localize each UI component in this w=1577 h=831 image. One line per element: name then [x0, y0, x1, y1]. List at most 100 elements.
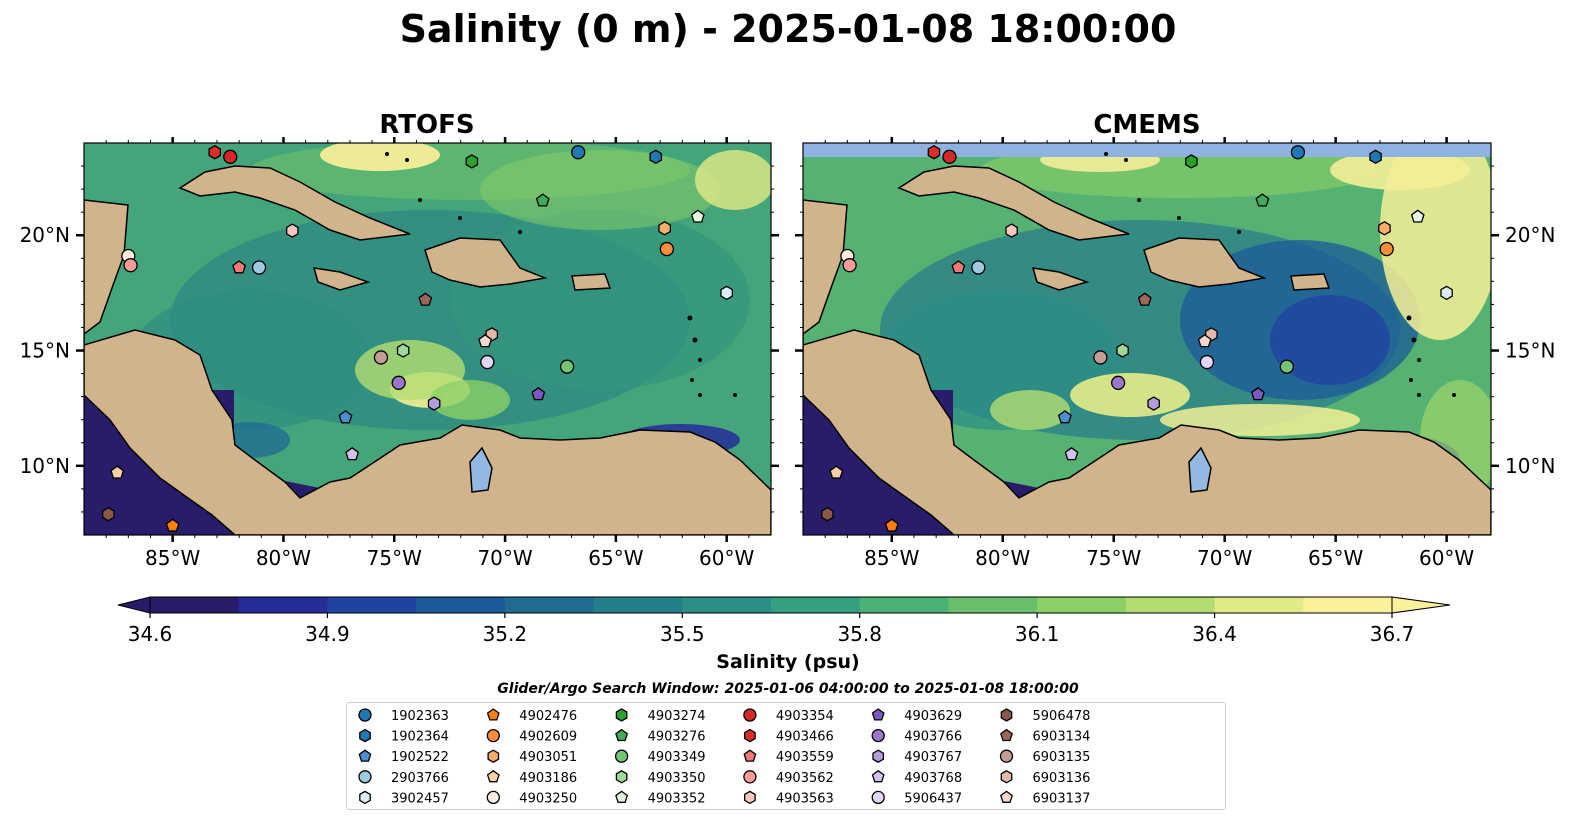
- legend-label: 4903276: [648, 730, 706, 745]
- float-marker-4903354[interactable]: [942, 149, 957, 164]
- float-marker-4903466[interactable]: [927, 144, 941, 160]
- float-marker-4903051[interactable]: [658, 221, 671, 236]
- float-marker-4903350[interactable]: [396, 343, 410, 358]
- float-marker-1902364[interactable]: [1369, 149, 1382, 165]
- puerto-rico-rtofs: [571, 273, 612, 291]
- float-marker-4903766[interactable]: [391, 375, 406, 390]
- float-marker-6903134[interactable]: [418, 292, 433, 306]
- central-america-rtofs: [84, 199, 771, 535]
- float-marker-4903559[interactable]: [951, 260, 966, 274]
- float-marker-4902476[interactable]: [165, 518, 180, 532]
- legend-label: 4903350: [648, 771, 706, 786]
- legend-label: 5906437: [904, 791, 962, 806]
- float-marker-1902363[interactable]: [1290, 145, 1306, 160]
- float-marker-6903137[interactable]: [1197, 333, 1212, 348]
- float-marker-6903134[interactable]: [1137, 292, 1152, 306]
- float-marker-4903349[interactable]: [559, 359, 575, 374]
- float-marker-4903349[interactable]: [1279, 359, 1294, 374]
- float-marker-4903276[interactable]: [535, 193, 550, 207]
- float-marker-1902364[interactable]: [649, 149, 663, 165]
- lat-tick-label-cmems: 15°N: [1505, 339, 1555, 363]
- float-marker-4903766[interactable]: [1110, 375, 1126, 390]
- float-marker-4902609[interactable]: [659, 241, 674, 257]
- float-marker-4903768[interactable]: [345, 446, 360, 461]
- float-marker-4903354[interactable]: [223, 149, 238, 164]
- colorbar-border: [149, 596, 1393, 614]
- maracaibo-lake-rtofs: [469, 446, 493, 493]
- legend-marker-4903767: [872, 749, 885, 763]
- panel-title-rtofs: RTOFS: [379, 110, 474, 140]
- colorbar-segment: [859, 597, 950, 613]
- legend-label: 4903250: [519, 791, 577, 806]
- central-america-cmems: [803, 199, 1491, 535]
- float-marker-4903562[interactable]: [842, 258, 857, 273]
- float-marker-1902522[interactable]: [1057, 410, 1072, 424]
- maracaibo-lake-cmems: [1188, 446, 1212, 493]
- float-marker-6903137[interactable]: [478, 333, 493, 348]
- float-marker-1902522[interactable]: [338, 410, 353, 424]
- islands-rtofs: [385, 152, 737, 397]
- legend-marker-6903134: [1000, 728, 1013, 742]
- float-marker-4903274[interactable]: [1185, 154, 1198, 169]
- legend-label: 6903135: [1033, 750, 1091, 765]
- legend-label: 4903274: [648, 709, 706, 724]
- float-marker-6903135[interactable]: [1093, 350, 1108, 365]
- float-marker-4902609[interactable]: [1379, 241, 1394, 257]
- float-marker-1902363[interactable]: [571, 145, 586, 160]
- float-marker-2903766[interactable]: [971, 260, 986, 275]
- float-marker-4903629[interactable]: [1251, 386, 1265, 401]
- search-window-text: Glider/Argo Search Window: 2025-01-06 04…: [497, 681, 1079, 697]
- float-marker-4902476[interactable]: [884, 518, 899, 532]
- float-marker-4903466[interactable]: [208, 144, 222, 160]
- float-marker-4903276[interactable]: [1255, 193, 1270, 207]
- colorbar-tick-label: 35.2: [483, 622, 528, 646]
- legend-marker-4903274: [615, 708, 628, 722]
- legend-marker-1902522: [358, 749, 372, 762]
- legend-marker-4903186: [486, 769, 500, 783]
- lon-tick-label-rtofs: 60°W: [699, 546, 754, 570]
- float-marker-4903559[interactable]: [232, 260, 247, 274]
- cuba-rtofs: [178, 165, 411, 241]
- colorbar-tick-label: 36.1: [1015, 622, 1060, 646]
- legend-label: 4903354: [776, 709, 834, 724]
- float-marker-4903274[interactable]: [465, 154, 479, 169]
- float-marker-2903766[interactable]: [251, 260, 267, 275]
- colorbar-segment: [416, 597, 506, 613]
- float-marker-4903352[interactable]: [1410, 209, 1425, 223]
- colorbar: 34.6 34.9 35.2 35.5 35.8 36.1 36.4 36.7: [117, 596, 1451, 646]
- colorbar-extend-low: [117, 596, 151, 614]
- lon-tick-label-rtofs: 75°W: [367, 546, 422, 570]
- float-marker-4903629[interactable]: [531, 386, 546, 401]
- float-marker-4903562[interactable]: [123, 258, 138, 273]
- float-marker-6903135[interactable]: [373, 350, 389, 365]
- jamaica-cmems: [1031, 267, 1090, 291]
- float-marker-4903186[interactable]: [829, 465, 844, 479]
- float-marker-4903350[interactable]: [1116, 343, 1129, 358]
- float-marker-5906478[interactable]: [821, 506, 834, 522]
- float-marker-4903352[interactable]: [690, 209, 705, 223]
- float-marker-5906437[interactable]: [480, 354, 495, 370]
- legend-label: 4903562: [776, 771, 834, 786]
- axis-ticks-cmems: 85°W 80°W 75°W 70°W 65°W 60°W 10°N 15°N 20°N: [795, 137, 1555, 570]
- float-marker-4903767[interactable]: [427, 396, 441, 411]
- float-marker-5906478[interactable]: [102, 506, 115, 522]
- legend-marker-5906478: [1000, 708, 1013, 722]
- hispaniola-rtofs: [424, 237, 548, 288]
- float-marker-4903186[interactable]: [110, 465, 125, 479]
- float-marker-4903767[interactable]: [1147, 396, 1160, 411]
- float-marker-4903051[interactable]: [1378, 221, 1391, 236]
- float-marker-4903563[interactable]: [286, 223, 299, 238]
- land-cmems: [803, 165, 1491, 535]
- legend-marker-4903766: [871, 728, 885, 743]
- lon-tick-label-cmems: 60°W: [1419, 546, 1474, 570]
- legend-label: 2903766: [391, 771, 449, 786]
- float-marker-5906437[interactable]: [1199, 354, 1215, 370]
- float-legend-entries: 1902363 1902364 1902522 2903766 3902457 49024…: [358, 708, 1091, 806]
- float-marker-4903563[interactable]: [1005, 223, 1018, 238]
- float-marker-4903768[interactable]: [1064, 446, 1079, 461]
- colorbar-segment: [150, 597, 240, 613]
- float-marker-3902457[interactable]: [720, 285, 733, 301]
- hispaniola-cmems: [1143, 237, 1267, 288]
- float-marker-3902457[interactable]: [1440, 285, 1453, 301]
